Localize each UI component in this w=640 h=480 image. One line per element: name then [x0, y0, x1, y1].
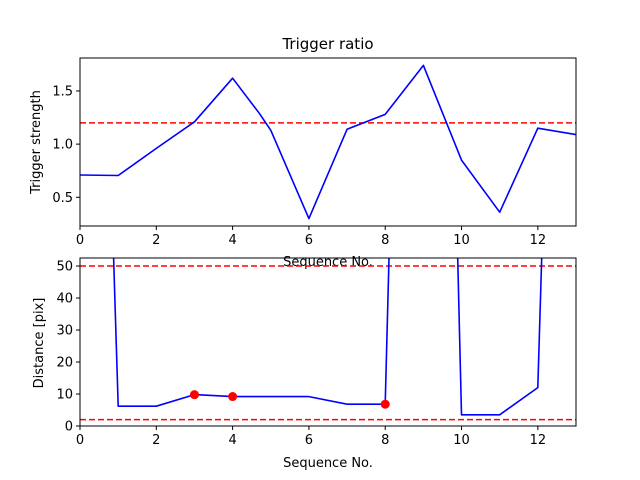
- y-tick-label: 0.5: [52, 191, 73, 206]
- chart-title: Trigger ratio: [281, 35, 373, 53]
- y-tick-label: 1.0: [52, 138, 73, 153]
- x-tick-label: 2: [152, 233, 160, 248]
- distance-chart: 0 2 4 6 8 10 12 0 10 20 30 40 50 Sequence No. Distan…: [32, 257, 577, 471]
- x-tick-label: 0: [76, 433, 84, 448]
- y-tick-label: 50: [56, 260, 73, 275]
- y-axis-label: Distance [pix]: [32, 298, 47, 389]
- x-tick-label: 6: [305, 233, 313, 248]
- y-tick-label: 1.5: [52, 84, 73, 99]
- x-tick-label: 12: [530, 433, 547, 448]
- x-tick-label: 2: [152, 433, 160, 448]
- y-tick-label: 30: [56, 324, 73, 339]
- data-point-marker: [228, 392, 238, 402]
- y-tick-label: 10: [56, 388, 73, 403]
- plot-content: [80, 64, 576, 220]
- plot-content: [80, 258, 576, 421]
- data-point-marker: [189, 390, 199, 400]
- y-tick-label: 0: [65, 420, 73, 435]
- series-line: [112, 258, 390, 408]
- x-tick-label: 8: [381, 233, 389, 248]
- plot-area: 0 2 4 6 8 10 12 0.5 1.0 1.5: [52, 57, 577, 248]
- series-line: [456, 258, 543, 416]
- x-axis-label: Sequence No.: [283, 255, 373, 270]
- x-tick-label: 4: [228, 233, 236, 248]
- plot-area: 0 2 4 6 8 10 12 0 10 20 30 40 50: [56, 257, 577, 448]
- y-tick-label: 20: [56, 356, 73, 371]
- x-tick-label: 10: [453, 433, 470, 448]
- x-tick-label: 6: [305, 433, 313, 448]
- x-tick-label: 12: [530, 233, 547, 248]
- x-tick-label: 4: [228, 433, 236, 448]
- x-tick-label: 8: [381, 433, 389, 448]
- x-axis-label: Sequence No.: [283, 456, 373, 471]
- axes-frame: [79, 57, 577, 227]
- y-axis-label: Trigger strength: [29, 90, 44, 195]
- y-tick-label: 40: [56, 292, 73, 307]
- data-point-marker: [380, 399, 390, 409]
- x-tick-label: 0: [76, 233, 84, 248]
- series-line: [80, 64, 576, 220]
- axes-frame: [79, 257, 577, 427]
- x-tick-label: 10: [453, 233, 470, 248]
